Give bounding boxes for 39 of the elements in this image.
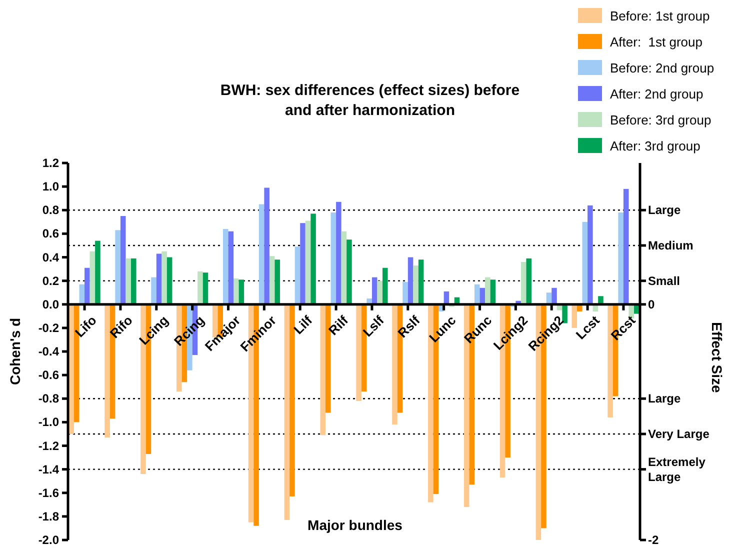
x-tick-label: Rilf	[326, 312, 352, 338]
y-tick-label: -1.0	[38, 415, 60, 430]
y-tick-label: -0.6	[38, 368, 60, 382]
y-tick-label: -1.6	[38, 486, 60, 500]
y-axis-title: Cohen's d	[7, 318, 23, 386]
x-axis-title: Major bundles	[308, 517, 403, 533]
y-tick-label: -0.2	[38, 320, 60, 335]
legend-label: Before: 1st group	[610, 8, 710, 24]
y-tick-label: 0.0	[42, 297, 60, 312]
x-tick-label: Lilf	[290, 312, 316, 338]
y-tick-label: -0.4	[38, 344, 60, 358]
legend-label: Before: 3rd group	[610, 112, 712, 128]
y-tick-label: 1.2	[42, 156, 60, 170]
y-tick-label: 0.6	[42, 226, 60, 241]
x-tick-label: Lifo	[72, 312, 100, 340]
y2-tick-label: -2	[648, 533, 659, 547]
y-tick-label: 0.4	[42, 250, 60, 264]
y-tick-label: 0.8	[42, 203, 60, 218]
legend-label: After: 2nd group	[610, 86, 704, 102]
y-tick-label: -1.2	[38, 438, 60, 453]
chart-title: BWH: sex differences (effect sizes) before and after harmonization	[220, 82, 520, 119]
y2-tick-label: 0	[648, 297, 655, 312]
y-tick-label: -1.8	[38, 509, 60, 524]
y2-tick-label: Large	[648, 392, 682, 406]
y2-tick-label: Medium	[648, 238, 694, 252]
x-tick-label: Rifo	[106, 312, 136, 342]
y-tick-label: -2.0	[38, 533, 60, 547]
y2-axis-title: Effect Size	[709, 322, 725, 393]
y2-tick-label: Extremely Large	[648, 454, 706, 484]
y-tick-label: 1.0	[42, 180, 60, 194]
y2-tick-label: Small	[648, 274, 680, 288]
y2-tick-label: Very Large	[648, 426, 710, 441]
y-tick-label: 0.2	[42, 274, 60, 288]
legend-label: Before: 2nd group	[610, 60, 714, 76]
legend-label: After: 1st group	[610, 34, 702, 50]
legend-label: After: 3rd group	[610, 138, 700, 154]
y-tick-label: -0.8	[38, 392, 60, 406]
y2-tick-label: Large	[648, 203, 682, 218]
y-tick-label: -1.4	[38, 462, 60, 476]
